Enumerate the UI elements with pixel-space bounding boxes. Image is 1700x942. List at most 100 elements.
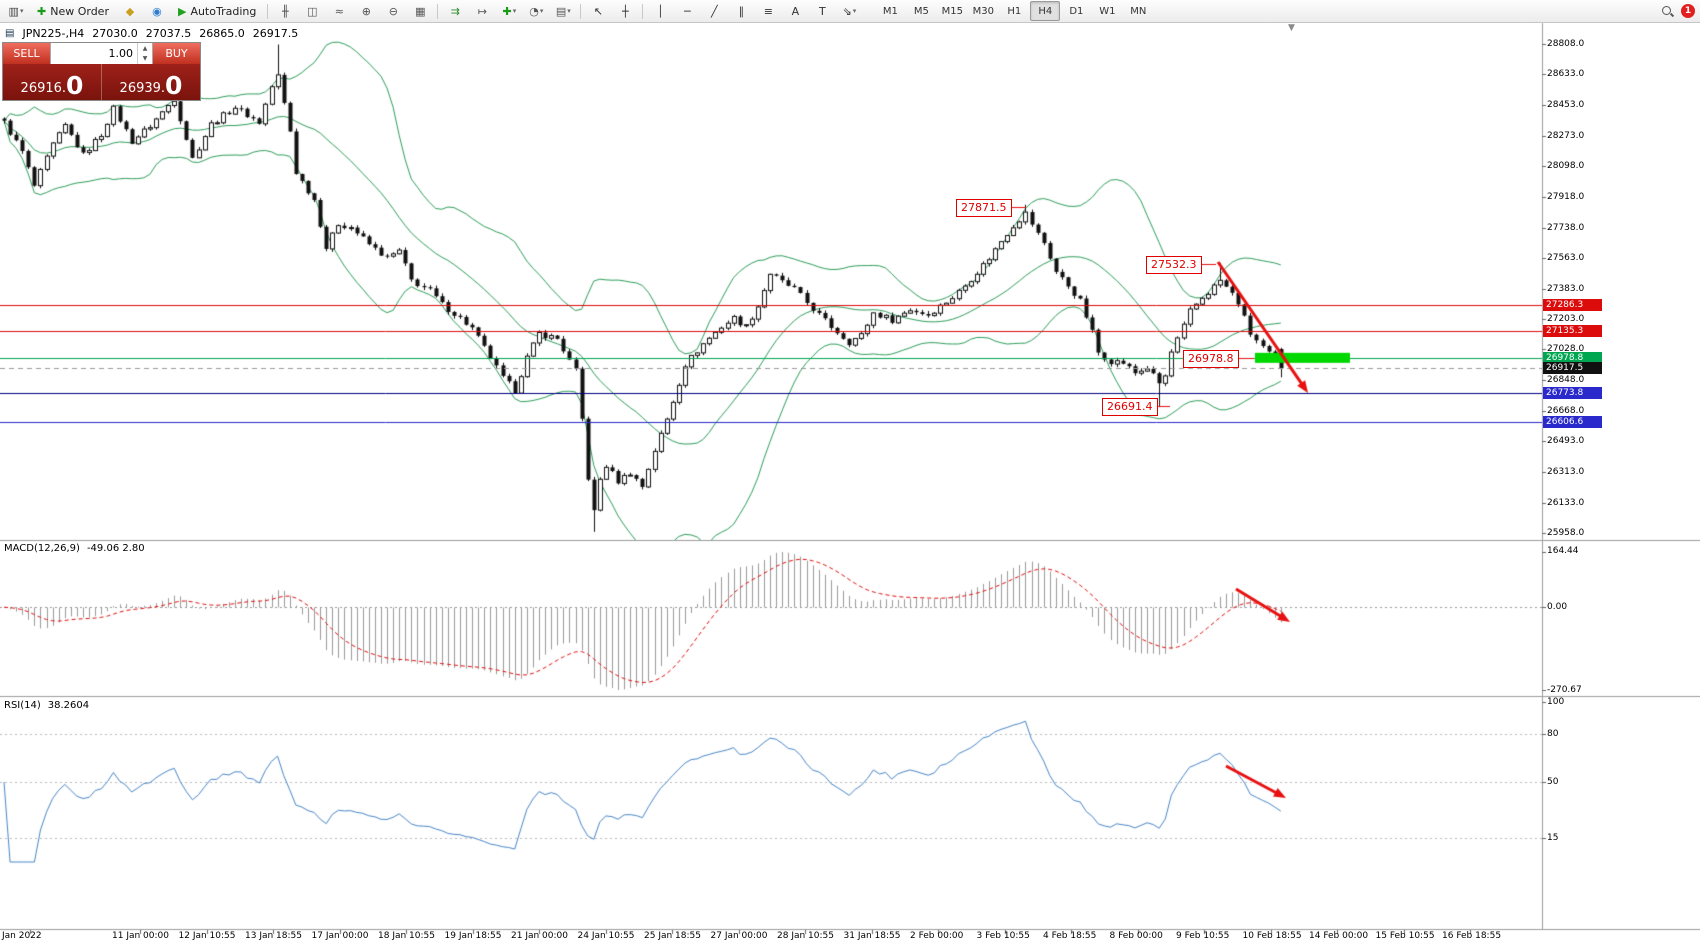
price-callout[interactable]: 26978.8 — [1183, 350, 1239, 368]
time-axis-label: 31 Jan 18:55 — [843, 931, 901, 941]
time-axis-label: 27 Jan 00:00 — [710, 931, 768, 941]
cursor-icon: ↖ — [593, 4, 603, 18]
volume-spinner[interactable]: ▲ ▼ — [137, 43, 152, 64]
time-axis-label: 25 Jan 18:55 — [644, 931, 701, 941]
bar-chart-icon[interactable]: ╫ — [272, 1, 298, 21]
search-icon[interactable] — [1661, 5, 1674, 18]
new-chart-icon[interactable]: ▥ ▾ — [3, 1, 29, 21]
rsi-value: 38.2604 — [47, 700, 90, 711]
price-line-chip: 27135.3 — [1543, 325, 1602, 337]
vertical-line-icon[interactable]: │ — [647, 1, 673, 21]
line-chart-icon: ≈ — [334, 4, 344, 18]
spin-up-icon[interactable]: ▲ — [142, 44, 148, 52]
cursor-icon[interactable]: ↖ — [585, 1, 611, 21]
ohlc-high: 27037.5 — [145, 27, 192, 40]
timeframe-m1[interactable]: M1 — [882, 5, 898, 17]
expert-advisors-icon: ◆ — [125, 4, 135, 18]
chart-shift-icon[interactable]: ↦ — [469, 1, 495, 21]
macd-name: MACD(12,26,9) — [4, 543, 80, 554]
price-line-chip: 26978.8 — [1543, 351, 1602, 364]
bar-chart-icon: ╫ — [282, 4, 289, 18]
timeframe-h4[interactable]: H4 — [1030, 1, 1061, 21]
current-price-chip: 26917.5 — [1543, 362, 1602, 375]
time-axis-label: 4 Feb 18:55 — [1043, 931, 1097, 941]
spin-down-icon[interactable]: ▼ — [142, 55, 148, 63]
time-axis-label: 2 Feb 00:00 — [910, 931, 964, 941]
timeframe-m5[interactable]: M5 — [913, 5, 929, 17]
tile-windows-icon[interactable]: ▦ — [407, 1, 433, 21]
chart-shift-icon: ↦ — [477, 4, 487, 18]
autotrading-button[interactable]: ▶ AutoTrading — [171, 1, 263, 21]
scripts-icon: ◉ — [152, 4, 162, 18]
fibonacci-icon[interactable]: ≡ — [755, 1, 781, 21]
price-axis-label: 26133.0 — [1547, 497, 1585, 508]
price-callout[interactable]: 26691.4 — [1102, 398, 1158, 416]
indicators-icon[interactable]: ✚ ▾ — [496, 1, 522, 21]
price-callout[interactable]: 27532.3 — [1146, 256, 1202, 274]
price-axis-label: 25958.0 — [1547, 528, 1585, 538]
indicators-icon: ✚ — [502, 4, 512, 18]
horizontal-line-icon: ─ — [684, 4, 691, 18]
timeframe-h1[interactable]: H1 — [1007, 5, 1022, 17]
price-axis-label: 27383.0 — [1547, 283, 1585, 294]
new-chart-icon: ▥ — [8, 4, 19, 18]
sell-price[interactable]: 26916. 0 — [3, 64, 101, 100]
zoom-out-icon[interactable]: ⊖ — [380, 1, 406, 21]
rsi-label: RSI(14) 38.2604 — [4, 700, 89, 711]
crosshair-icon: ┼ — [622, 4, 629, 18]
macd-axis-label: -270.67 — [1547, 685, 1582, 695]
text-icon[interactable]: A — [782, 1, 808, 21]
ohlc-close: 26917.5 — [252, 27, 299, 40]
rsi-name: RSI(14) — [4, 700, 41, 711]
vertical-line-icon: │ — [657, 4, 664, 18]
time-axis-label: 15 Feb 10:55 — [1375, 931, 1435, 941]
templates-icon[interactable]: ▤ ▾ — [550, 1, 576, 21]
notification-badge[interactable]: 1 — [1681, 4, 1695, 18]
autotrading-button-label: AutoTrading — [190, 4, 257, 18]
price-callout[interactable]: 27871.5 — [956, 199, 1012, 217]
time-axis-label: 19 Jan 18:55 — [444, 931, 502, 941]
crosshair-icon[interactable]: ┼ — [612, 1, 638, 21]
caret-down-icon: ▾ — [512, 7, 517, 15]
buy-price-main: 26939. — [119, 80, 166, 96]
timeframe-w1[interactable]: W1 — [1099, 5, 1116, 17]
candlestick-chart-icon: ◫ — [307, 4, 318, 18]
price-axis-label: 27028.0 — [1547, 344, 1585, 355]
equidistant-channel-icon[interactable]: ∥ — [728, 1, 754, 21]
price-axis-label: 26313.0 — [1547, 467, 1585, 478]
price-axis-label: 26493.0 — [1547, 436, 1585, 447]
horizontal-line-icon[interactable]: ─ — [674, 1, 700, 21]
symbol-title: JPN225-,H4 — [22, 27, 85, 40]
expert-advisors-icon[interactable]: ◆ — [117, 1, 143, 21]
timeframe-m15[interactable]: M15 — [941, 5, 964, 17]
time-axis-label: 14 Feb 00:00 — [1309, 931, 1369, 941]
candlestick-chart-icon[interactable]: ◫ — [299, 1, 325, 21]
text-label-icon[interactable]: T — [809, 1, 835, 21]
timeframe-mn[interactable]: MN — [1130, 5, 1147, 17]
buy-button[interactable]: BUY — [153, 43, 200, 64]
price-axis-label: 27563.0 — [1547, 252, 1585, 263]
timeframe-d1[interactable]: D1 — [1069, 5, 1084, 17]
periods-icon[interactable]: ◔ ▾ — [523, 1, 549, 21]
time-axis-label: 12 Jan 10:55 — [178, 931, 236, 941]
line-chart-icon[interactable]: ≈ — [326, 1, 352, 21]
time-axis-label: 10 Feb 18:55 — [1242, 931, 1302, 941]
periods-icon: ◔ — [529, 4, 539, 18]
new-order-button[interactable]: ✚ New Order — [30, 1, 116, 21]
trendline-icon[interactable]: ╱ — [701, 1, 727, 21]
volume-field[interactable]: 1.00 ▲ ▼ — [50, 43, 153, 64]
price-axis-label: 28808.0 — [1547, 39, 1585, 49]
zoom-in-icon[interactable]: ⊕ — [353, 1, 379, 21]
chart-shift-marker-icon[interactable]: ▼ — [1288, 23, 1295, 33]
sell-button[interactable]: SELL — [3, 43, 50, 64]
arrows-icon[interactable]: ⇘ ▾ — [836, 1, 862, 21]
autotrading-button: ▶ — [177, 4, 187, 18]
auto-scroll-icon[interactable]: ⇉ — [442, 1, 468, 21]
new-order-button: ✚ — [37, 4, 47, 18]
buy-price[interactable]: 26939. 0 — [102, 64, 200, 100]
timeframe-m30[interactable]: M30 — [972, 5, 995, 17]
text-icon: A — [791, 4, 800, 18]
scripts-icon[interactable]: ◉ — [144, 1, 170, 21]
